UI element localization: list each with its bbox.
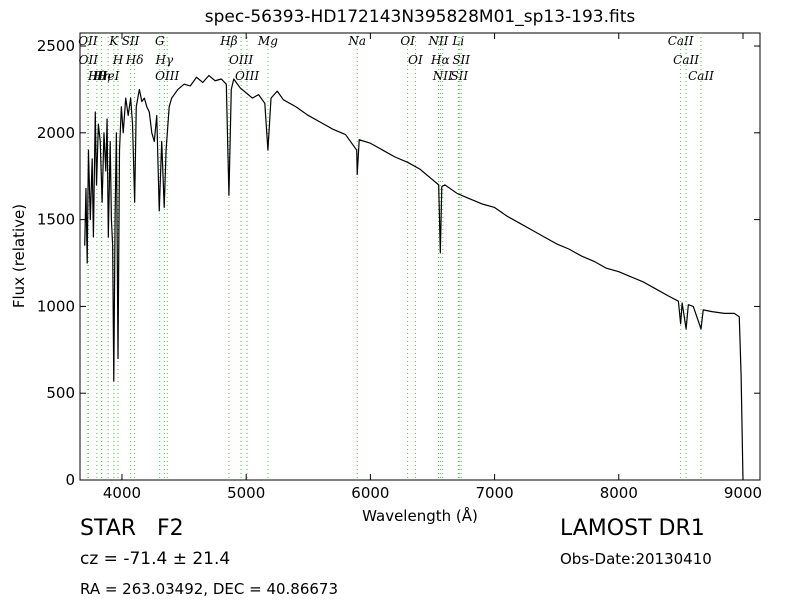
y-tick-label: 1500 bbox=[37, 211, 75, 229]
x-axis-label: Wavelength (Å) bbox=[362, 506, 478, 525]
spectral-line-label: Hβ bbox=[219, 34, 237, 48]
spectral-line-label: NII bbox=[432, 69, 453, 83]
spectral-line-label: OIII bbox=[229, 53, 253, 67]
plot-frame bbox=[79, 32, 761, 481]
y-tick-label: 1000 bbox=[37, 297, 75, 315]
x-tick-label: 6000 bbox=[351, 484, 389, 502]
y-tick-label: 500 bbox=[46, 384, 75, 402]
object-class: STAR bbox=[80, 516, 136, 541]
coordinates: RA = 263.03492, DEC = 40.86673 bbox=[80, 580, 338, 598]
spectral-line-label: CaII bbox=[688, 69, 714, 83]
y-tick-label: 2000 bbox=[37, 124, 75, 142]
y-axis-label: Flux (relative) bbox=[10, 204, 28, 308]
spectral-line-label: Na bbox=[347, 34, 366, 48]
spectral-line-label: OIII bbox=[155, 69, 179, 83]
chart-title: spec-56393-HD172143N395828M01_sp13-193.f… bbox=[205, 7, 636, 27]
y-tick-label: 0 bbox=[65, 471, 75, 489]
survey: LAMOST DR1 bbox=[560, 516, 705, 541]
spectral-line-label: Hδ bbox=[125, 53, 144, 67]
object-subclass: F2 bbox=[157, 516, 184, 541]
y-tick-label: 2500 bbox=[37, 37, 75, 55]
spectral-line-label: HeI bbox=[96, 69, 120, 83]
spectral-line-label: CaII bbox=[673, 53, 699, 67]
spectral-line-label: NII bbox=[427, 34, 448, 48]
spectral-line-label: SII bbox=[452, 53, 470, 67]
x-tick-label: 9000 bbox=[724, 484, 762, 502]
spectral-line-label: Mg bbox=[257, 34, 278, 48]
spectral-line-label: G bbox=[155, 34, 165, 48]
spectral-line-label: OI bbox=[408, 53, 423, 67]
spectral-line-label: OIII bbox=[235, 69, 259, 83]
redshift: cz = -71.4 ± 21.4 bbox=[80, 549, 230, 569]
spectral-line-label: OII bbox=[79, 53, 99, 67]
spectral-line-label: OI bbox=[400, 34, 415, 48]
spectral-line-label: Li bbox=[451, 34, 464, 48]
spectral-line-label: Hα bbox=[430, 53, 450, 67]
x-tick-label: 5000 bbox=[227, 484, 265, 502]
spectral-line-label: CaII bbox=[668, 34, 694, 48]
spectral-line-label: SII bbox=[122, 34, 140, 48]
x-tick-label: 8000 bbox=[600, 484, 638, 502]
spectral-line-label: H bbox=[112, 53, 124, 67]
spectral-line-label: K bbox=[108, 34, 119, 48]
spectral-line-label: Hθ bbox=[87, 69, 106, 83]
spectral-line-label: SII bbox=[450, 69, 468, 83]
x-tick-label: 4000 bbox=[103, 484, 141, 502]
obs-date: Obs-Date:20130410 bbox=[560, 550, 712, 568]
x-tick-label: 7000 bbox=[475, 484, 513, 502]
spectral-line-label: Hη bbox=[92, 69, 111, 83]
spectrum-line bbox=[84, 74, 744, 481]
spectral-line-label: Hγ bbox=[155, 53, 174, 67]
